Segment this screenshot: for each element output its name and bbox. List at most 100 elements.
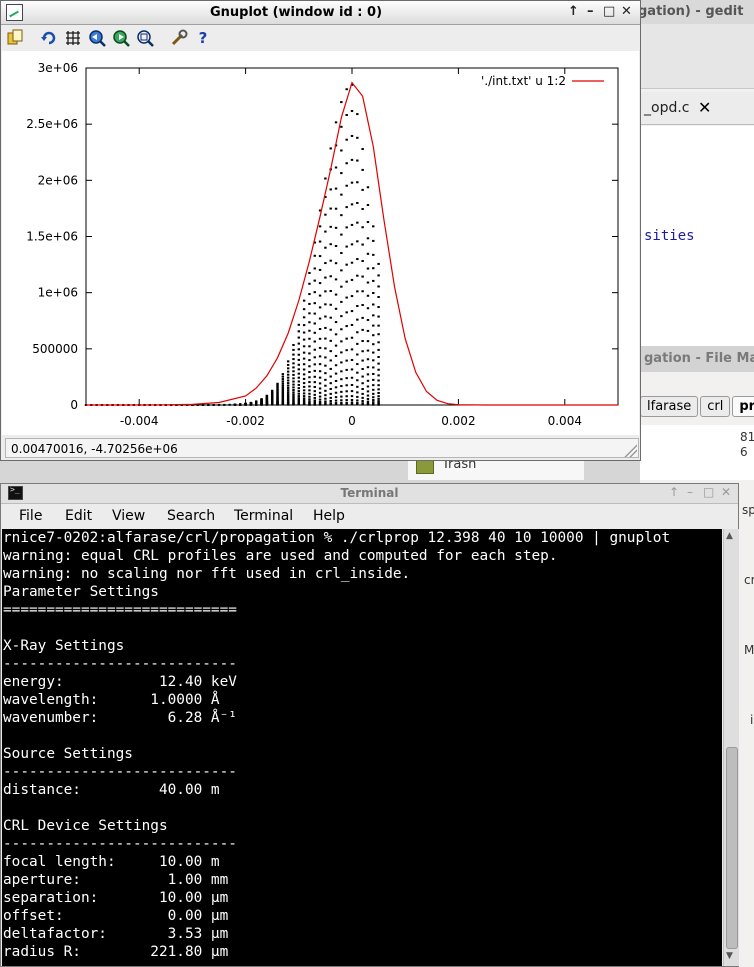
data-point (340, 193, 343, 196)
scrollbar-thumb[interactable] (726, 747, 738, 949)
terminal-titlebar[interactable]: Terminal ↑ – □ ✕ (1, 484, 738, 504)
config-icon[interactable] (169, 28, 189, 48)
data-point (334, 396, 338, 399)
scroll-down-icon[interactable]: ▼ (726, 951, 733, 961)
data-point (308, 302, 311, 305)
data-point (366, 281, 370, 284)
data-point (345, 401, 348, 404)
data-point (324, 337, 327, 340)
data-point (281, 373, 285, 376)
data-point (324, 213, 327, 216)
data-point (286, 396, 290, 399)
data-point (350, 358, 354, 361)
data-point (318, 387, 322, 390)
copy-icon[interactable] (5, 28, 25, 48)
terminal-app-icon[interactable] (8, 485, 23, 500)
data-point (356, 113, 359, 116)
gedit-titlebar[interactable]: gation) - gedit (638, 0, 754, 24)
file-size-value: 6 (740, 445, 748, 459)
data-point (361, 359, 364, 362)
data-point (372, 351, 375, 354)
data-point (372, 401, 375, 404)
data-point (281, 398, 285, 401)
file-manager-titlebar[interactable]: gation - File Man (640, 346, 754, 372)
data-point (302, 392, 306, 395)
data-point (302, 402, 306, 405)
terminal-line: --------------------------- (3, 836, 237, 852)
data-point (281, 382, 285, 385)
y-tick-label: 500000 (32, 342, 78, 356)
data-point (361, 260, 364, 263)
data-point (334, 364, 338, 367)
data-point (302, 351, 306, 354)
plot-area[interactable]: 0 500000 1e+06 1.5e+06 2e+06 2.5e+06 3e+06 -0.0… (2, 51, 639, 435)
minimize-button[interactable]: – (687, 485, 693, 499)
data-point (377, 391, 380, 394)
grid-icon[interactable] (63, 28, 83, 48)
menu-search[interactable]: Search (167, 508, 216, 524)
data-point (302, 395, 306, 398)
data-point (366, 307, 370, 310)
scrollbar[interactable]: ▲ ▼ (723, 529, 739, 966)
data-point (329, 359, 332, 362)
terminal-screen[interactable]: rnice7-0202:alfarase/crl/propagation % .… (2, 529, 722, 966)
data-point (265, 394, 269, 397)
terminal-line: separation: 10.00 μm (3, 890, 229, 906)
replot-icon[interactable] (39, 28, 59, 48)
menu-edit[interactable]: Edit (65, 508, 93, 524)
close-icon[interactable]: ✕ (698, 98, 712, 117)
data-point (350, 401, 354, 404)
data-point (324, 195, 327, 198)
help-icon[interactable]: ? (198, 29, 208, 47)
resize-grip-icon[interactable] (623, 443, 637, 457)
terminal-line (3, 799, 722, 817)
data-point (377, 400, 380, 403)
data-point (207, 403, 210, 406)
gedit-tab-label[interactable]: _opd.c (644, 100, 690, 116)
data-point (350, 223, 354, 226)
file-size-column: 81 6 (740, 430, 754, 460)
menu-terminal[interactable]: Terminal (234, 508, 294, 524)
close-button[interactable]: ✕ (721, 485, 732, 499)
gnuplot-app-icon[interactable] (6, 4, 23, 21)
zoom-prev-icon[interactable] (87, 28, 107, 48)
zoom-next-icon[interactable] (111, 28, 131, 48)
file-list[interactable] (640, 425, 754, 480)
data-point (361, 316, 364, 319)
data-point (361, 243, 364, 246)
raise-button[interactable]: ↑ (669, 485, 680, 499)
minimize-button[interactable]: – (587, 4, 594, 19)
gedit-tab[interactable] (640, 92, 754, 125)
autoscale-icon[interactable] (135, 28, 155, 48)
data-point (286, 389, 290, 392)
raise-button[interactable]: ↑ (568, 4, 579, 19)
data-point (281, 375, 285, 378)
data-point (324, 246, 327, 249)
menu-help[interactable]: Help (313, 508, 345, 524)
scroll-up-icon[interactable]: ▲ (726, 531, 733, 541)
data-point (356, 136, 359, 139)
close-button[interactable]: ✕ (621, 4, 632, 19)
maximize-button[interactable]: □ (703, 485, 715, 499)
menu-view[interactable]: View (112, 508, 146, 524)
data-point (334, 278, 338, 281)
data-point (372, 392, 375, 395)
y-tick-label: 0 (70, 398, 78, 412)
menu-file[interactable]: File (19, 508, 43, 524)
maximize-button[interactable]: □ (603, 4, 616, 19)
data-point (377, 306, 380, 309)
terminal-line: deltafactor: 3.53 μm (3, 926, 229, 942)
code-fragment: sities (644, 228, 695, 244)
breadcrumb-item-current[interactable]: prop (732, 396, 754, 417)
gnuplot-toolbar: ? (1, 25, 640, 51)
menubar: File Edit View Search Terminal Help (1, 504, 738, 528)
breadcrumb-item[interactable]: lfarase (640, 396, 699, 417)
data-point (377, 315, 380, 318)
data-point (286, 391, 290, 394)
data-point (297, 387, 300, 390)
gnuplot-titlebar[interactable]: Gnuplot (window id : 0) ↑ – □ ✕ (1, 1, 640, 25)
gedit-editor[interactable] (640, 126, 754, 346)
breadcrumb-item[interactable]: crl (700, 396, 731, 417)
data-point (372, 253, 375, 256)
data-point (313, 348, 316, 351)
